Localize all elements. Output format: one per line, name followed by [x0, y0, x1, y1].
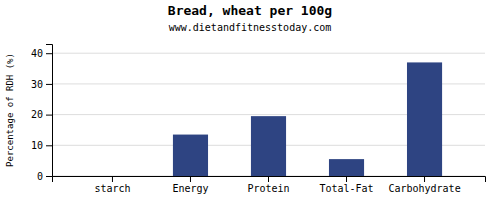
x-axis-line: [53, 177, 486, 183]
x-tick-label: Protein: [247, 183, 289, 194]
y-tick-label: 30: [31, 79, 43, 90]
grid: [52, 53, 485, 176]
x-tick: Carbohydrate: [388, 176, 460, 194]
x-tick: Total-Fat: [319, 176, 373, 194]
y-tick-label: 40: [31, 48, 43, 59]
x-tick: Protein: [247, 176, 289, 194]
x-tick-mark: [424, 176, 425, 182]
y-axis: 0 10 20 30 40: [31, 45, 53, 182]
x-tick-mark: [346, 176, 347, 182]
y-tick-mark: [46, 84, 52, 85]
bar: [95, 176, 130, 177]
x-tick: Energy: [172, 176, 208, 194]
y-tick: 30: [31, 79, 52, 90]
x-axis: starch Energy Protein Total-Fat Carbohydrate: [53, 176, 486, 194]
bar: [329, 159, 364, 176]
y-tick-label: 20: [31, 109, 43, 120]
y-axis-title: Percentage of RDH (%): [5, 53, 15, 167]
x-tick: starch: [94, 176, 130, 194]
y-tick: 20: [31, 109, 52, 120]
x-tick-label: Energy: [172, 183, 208, 194]
x-tick-mark: [268, 176, 269, 182]
x-tick-label: Total-Fat: [319, 183, 373, 194]
plot: 0 10 20 30 40 starch Energy Protein Total-Fat Car…: [31, 45, 486, 195]
bar: [407, 62, 442, 176]
subtitle: www.dietandfitnesstoday.com: [169, 22, 332, 33]
bar: [173, 135, 208, 176]
y-tick-label: 0: [37, 171, 43, 182]
x-tick-label: Carbohydrate: [388, 183, 460, 194]
y-tick-mark: [46, 176, 52, 177]
chart: Bread, wheat per 100g www.dietandfitnesst…: [0, 0, 500, 200]
grid-line: [52, 53, 485, 54]
y-tick-mark: [46, 145, 52, 146]
bar: [251, 116, 286, 176]
x-tick-mark: [190, 176, 191, 182]
y-tick-mark: [46, 115, 52, 116]
y-tick: 40: [31, 48, 52, 59]
bars: [173, 62, 442, 176]
y-tick: 10: [31, 140, 52, 151]
x-tick-mark: [112, 176, 113, 182]
x-tick-label: starch: [94, 183, 130, 194]
y-tick-mark: [46, 53, 52, 54]
y-axis-line: [46, 45, 53, 177]
title: Bread, wheat per 100g: [168, 3, 332, 18]
y-tick-label: 10: [31, 140, 43, 151]
y-tick: 0: [37, 171, 52, 182]
